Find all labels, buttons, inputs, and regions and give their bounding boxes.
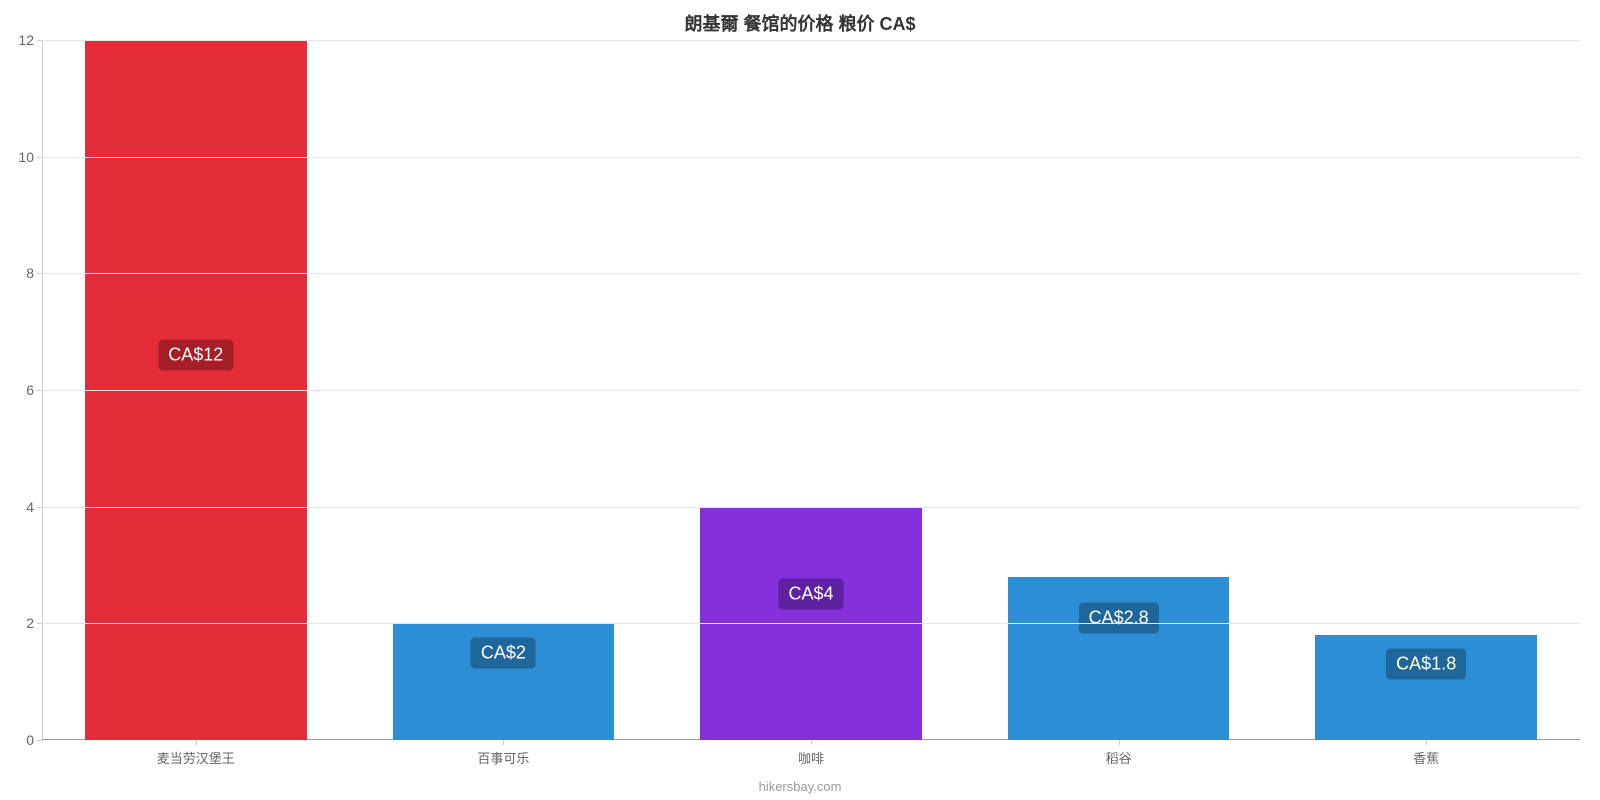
plot-area: CA$12CA$2CA$4CA$2.8CA$1.8 024681012麦当劳汉堡… (42, 40, 1580, 740)
xtick-label: 香蕉 (1413, 740, 1439, 767)
bar-value-label: CA$2 (471, 637, 536, 668)
grid-line (42, 273, 1580, 274)
ytick-label: 12 (18, 32, 42, 48)
chart-title: 朗基爾 餐馆的价格 粮价 CA$ (0, 0, 1600, 40)
ytick-label: 6 (26, 382, 42, 398)
xtick-label: 麦当劳汉堡王 (157, 740, 235, 767)
ytick-label: 2 (26, 615, 42, 631)
ytick-label: 8 (26, 265, 42, 281)
bar-value-label: CA$12 (158, 340, 233, 371)
xtick-label: 百事可乐 (477, 740, 529, 767)
bar-value-label: CA$2.8 (1079, 602, 1159, 633)
ytick-label: 4 (26, 499, 42, 515)
xtick-label: 咖啡 (798, 740, 824, 767)
grid-line (42, 623, 1580, 624)
ytick-label: 10 (18, 149, 42, 165)
grid-line (42, 507, 1580, 508)
bar-value-label: CA$4 (778, 579, 843, 610)
chart-container: 朗基爾 餐馆的价格 粮价 CA$ CA$12 CA$2 CA$4 CA$2.8 CA$1… (0, 0, 1600, 800)
grid-line (42, 40, 1580, 41)
attribution-text: hikersbay.com (0, 779, 1600, 794)
bar-value-label: CA$1.8 (1386, 649, 1466, 680)
grid-line (42, 390, 1580, 391)
grid-line (42, 157, 1580, 158)
xtick-label: 稻谷 (1106, 740, 1132, 767)
ytick-label: 0 (26, 732, 42, 748)
